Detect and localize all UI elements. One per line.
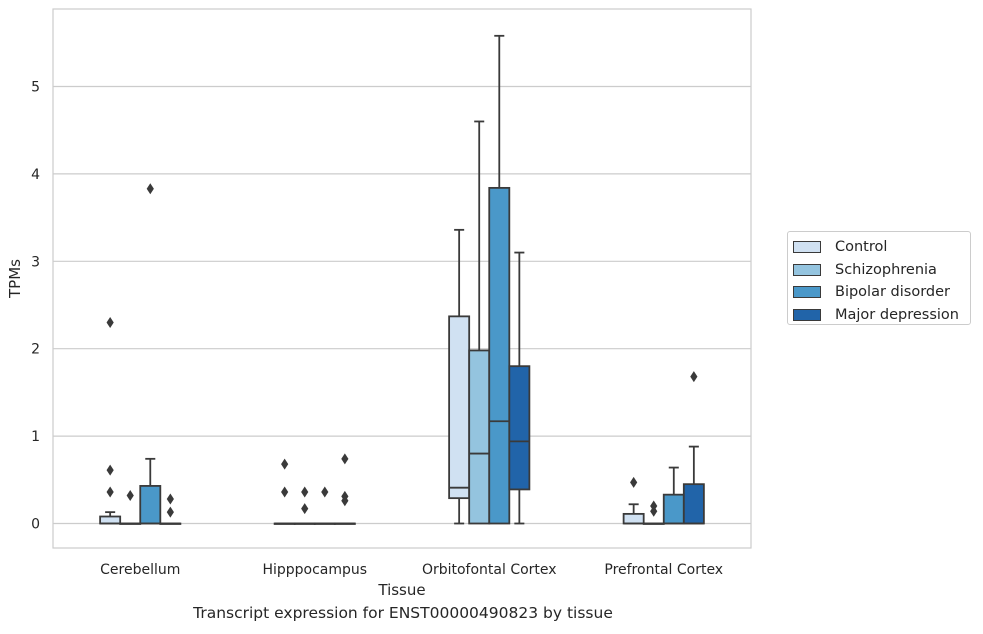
box-1-1	[293, 486, 316, 525]
plot-area	[52, 8, 752, 549]
box-3-2	[508, 251, 531, 525]
outlier-point	[146, 183, 154, 195]
y-tick-label: 5	[31, 80, 40, 96]
legend-swatch	[793, 286, 821, 299]
outlier-point	[106, 486, 114, 498]
box-2-2	[488, 34, 511, 525]
outlier-point	[166, 493, 174, 505]
legend-item: Control	[793, 236, 970, 259]
outlier-point	[321, 486, 329, 498]
outlier-point	[281, 486, 289, 498]
outlier-point	[281, 458, 289, 470]
legend-label: Control	[835, 239, 888, 256]
legend-label: Major depression	[835, 306, 959, 323]
box-body	[468, 349, 491, 525]
y-tick-label: 3	[31, 254, 40, 270]
box-0-3	[622, 476, 645, 525]
box-body	[448, 315, 471, 500]
legend-item: Major depression	[793, 304, 970, 327]
outlier-point	[166, 506, 174, 518]
outlier-point	[690, 371, 698, 383]
outlier-point	[301, 503, 309, 515]
box-body	[99, 515, 122, 525]
box-3-3	[682, 371, 705, 525]
box-body	[622, 512, 645, 525]
box-body	[508, 365, 531, 491]
box-1-2	[468, 120, 491, 525]
x-tick-label: Hipppocampus	[262, 562, 367, 578]
box-3-0	[159, 493, 182, 525]
box-2-0	[139, 183, 162, 525]
y-axis-label: TPMs	[6, 259, 24, 299]
box-body	[682, 483, 705, 525]
x-tick-labels: Cerebellum Hipppocampus Orbitofontal Corte…	[100, 562, 723, 578]
box-groups	[99, 34, 705, 525]
outlier-point	[630, 476, 638, 488]
box-3-1	[333, 453, 356, 525]
legend-swatch	[793, 263, 821, 276]
y-tick-label: 1	[31, 429, 40, 445]
x-axis-label: Tissue	[377, 581, 425, 599]
x-tick-label: Prefrontal Cortex	[604, 562, 723, 578]
outlier-point	[341, 495, 349, 507]
outlier-point	[106, 316, 114, 328]
legend-item: Bipolar disorder	[793, 281, 970, 304]
y-tick-label: 2	[31, 342, 40, 358]
box-body	[662, 493, 685, 525]
legend-item: Schizophrenia	[793, 259, 970, 282]
legend: Control Schizophrenia Bipolar disorder Majo…	[787, 231, 971, 325]
outlier-point	[126, 490, 134, 502]
outlier-point	[301, 486, 309, 498]
y-tick-labels: 0 1 2 3 4 5	[31, 80, 40, 533]
legend-swatch	[793, 241, 821, 254]
box-body	[139, 485, 162, 525]
outlier-point	[341, 453, 349, 465]
x-tick-label: Orbitofontal Cortex	[422, 562, 557, 578]
chart-caption: Transcript expression for ENST0000049082…	[193, 604, 613, 622]
x-tick-label: Cerebellum	[100, 562, 180, 578]
legend-swatch	[793, 308, 821, 321]
box-0-0	[99, 316, 122, 525]
y-tick-label: 4	[31, 167, 40, 183]
y-tick-label: 0	[31, 517, 40, 533]
outlier-point	[106, 464, 114, 476]
outlier-point	[650, 505, 658, 517]
legend-label: Bipolar disorder	[835, 284, 950, 301]
box-body	[488, 186, 511, 525]
legend-label: Schizophrenia	[835, 261, 937, 278]
